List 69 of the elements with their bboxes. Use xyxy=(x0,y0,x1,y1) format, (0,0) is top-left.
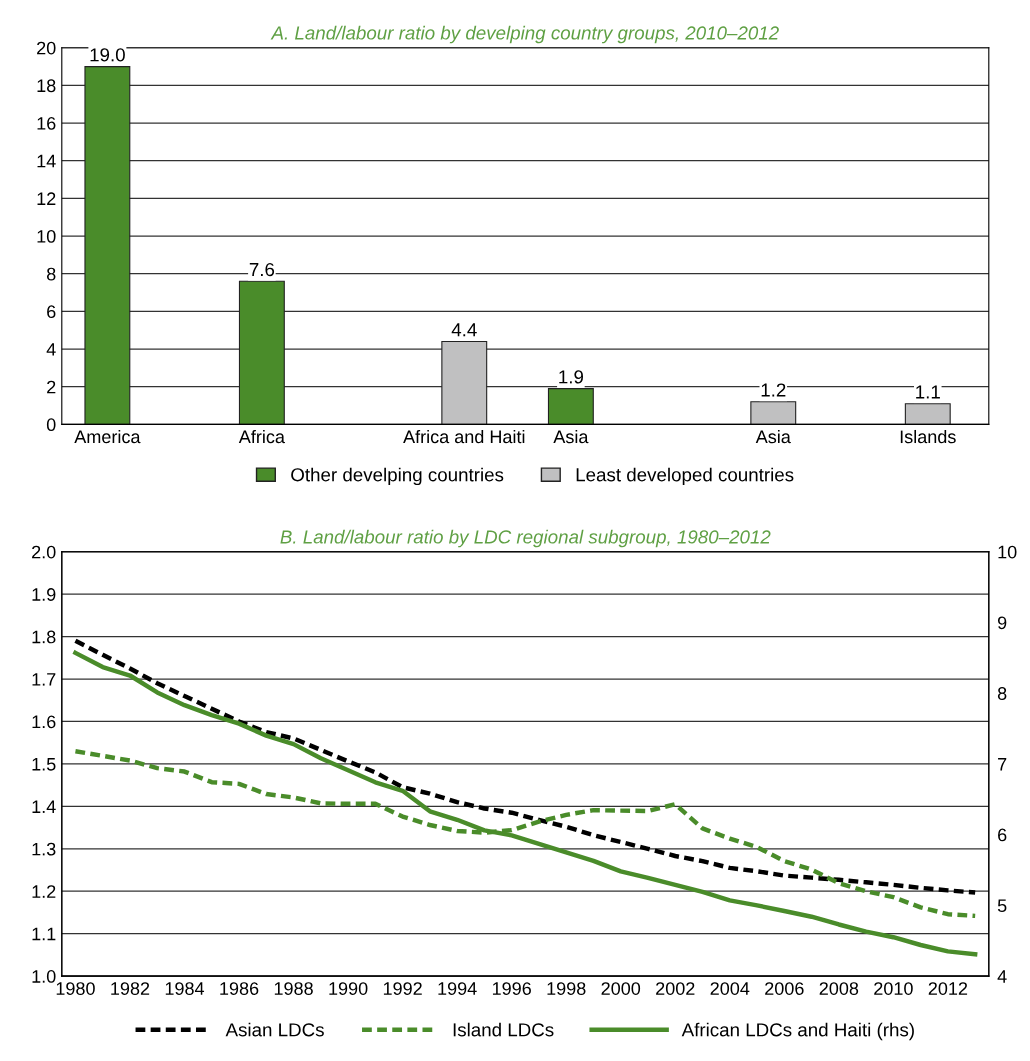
line-series xyxy=(73,650,978,957)
y-tick-label: 2 xyxy=(47,380,56,394)
x-tick-label: 2008 xyxy=(819,982,859,995)
y-tick-label: 4 xyxy=(46,343,56,356)
y-tick-label: 2.0 xyxy=(32,545,56,559)
x-tick-label: 2000 xyxy=(601,982,641,995)
bar xyxy=(547,388,594,425)
x-tick-label: 1994 xyxy=(438,982,477,995)
x-tick-label: 2004 xyxy=(710,982,750,995)
y2-tick-label: 7 xyxy=(998,758,1007,771)
y2-tick-label: 8 xyxy=(997,687,1007,700)
y-tick-label: 10 xyxy=(37,230,56,243)
y-tick-label: 1.6 xyxy=(32,715,56,729)
x-tick-label: 2002 xyxy=(656,982,695,995)
y-tick-label: 1.4 xyxy=(32,800,56,813)
legend-label: Least developed countries xyxy=(576,467,794,486)
line-series xyxy=(73,638,978,895)
data-label: 7.6 xyxy=(249,262,275,277)
y2-tick-label: 10 xyxy=(998,545,1017,559)
chart-title: A. Land/labour ratio by develping country groups, 2010–2012 xyxy=(270,25,779,44)
legend-label: African LDCs and Haiti (rhs) xyxy=(681,1022,914,1041)
x-tick-label: Asia xyxy=(755,429,791,444)
x-tick-label: Islands xyxy=(900,429,956,444)
x-tick-label: 1990 xyxy=(329,982,368,995)
x-tick-label: 1984 xyxy=(165,982,205,995)
data-label: 1.2 xyxy=(761,383,786,397)
legend-label: Island LDCs xyxy=(453,1022,554,1037)
y-tick-label: 1.5 xyxy=(32,758,56,771)
y-tick-label: 1.9 xyxy=(32,588,56,601)
x-tick-label: 1986 xyxy=(220,982,259,995)
y2-tick-label: 9 xyxy=(997,616,1007,630)
data-label: 4.4 xyxy=(451,323,477,337)
y2-tick-label: 4 xyxy=(997,970,1007,983)
y-tick-label: 6 xyxy=(47,305,56,319)
x-tick-label: Africa and Haiti xyxy=(403,429,525,444)
y-tick-label: 1.8 xyxy=(32,630,56,644)
y-tick-label: 14 xyxy=(37,154,56,168)
y-tick-label: 20 xyxy=(37,41,56,55)
x-tick-label: America xyxy=(74,429,141,444)
x-tick-label: 2006 xyxy=(765,982,804,995)
x-tick-label: 2010 xyxy=(874,982,913,995)
data-label: 1.1 xyxy=(916,385,940,399)
x-tick-label: 2012 xyxy=(928,982,968,995)
y2-tick-label: 5 xyxy=(997,899,1007,913)
y-tick-label: 12 xyxy=(37,192,56,205)
y-tick-label: 1.3 xyxy=(32,842,56,856)
data-label: 1.9 xyxy=(559,370,584,384)
y-tick-label: 16 xyxy=(37,117,56,130)
x-tick-label: Africa xyxy=(238,429,285,444)
data-label: 19.0 xyxy=(90,48,125,62)
y-tick-label: 1.7 xyxy=(32,673,56,686)
y-tick-label: 1.1 xyxy=(32,927,56,941)
legend-label: Asian LDCs xyxy=(225,1022,324,1037)
x-tick-label: 1980 xyxy=(56,982,95,995)
y-tick-label: 1.0 xyxy=(32,970,56,983)
y-tick-label: 1.2 xyxy=(32,885,56,898)
y-tick-label: 8 xyxy=(46,267,56,281)
x-tick-label: 1982 xyxy=(111,982,150,995)
x-tick-label: 1996 xyxy=(492,982,531,995)
x-tick-label: Asia xyxy=(553,429,589,444)
x-tick-label: 1998 xyxy=(547,982,586,995)
chart-title: B. Land/labour ratio by LDC regional subgroup, 1980–2012 xyxy=(280,529,771,548)
x-tick-label: 1992 xyxy=(383,982,422,995)
y2-tick-label: 6 xyxy=(998,828,1007,842)
y-tick-label: 0 xyxy=(46,418,56,432)
x-tick-label: 1988 xyxy=(274,982,313,995)
legend-label: Other develping countries xyxy=(291,467,504,486)
y-tick-label: 18 xyxy=(37,79,56,93)
bar xyxy=(84,66,131,425)
